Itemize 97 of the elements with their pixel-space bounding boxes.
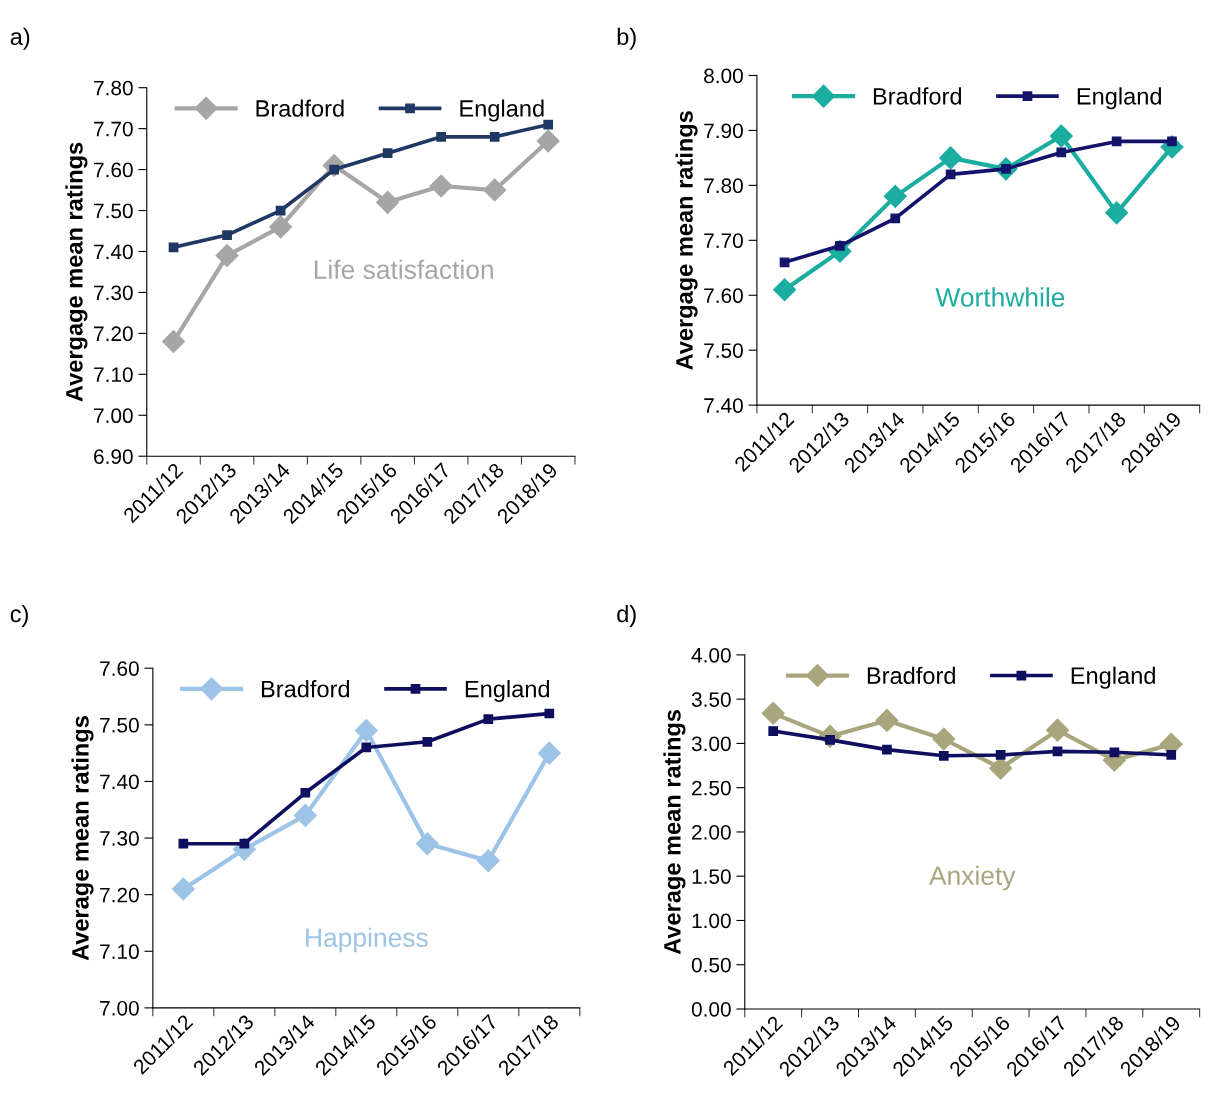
y-tick-label: 7.30 <box>100 831 139 846</box>
point <box>354 718 378 742</box>
point <box>483 714 494 725</box>
annotation: Life satisfaction <box>314 259 493 280</box>
point <box>882 744 892 755</box>
point <box>536 129 560 153</box>
y-tick-label: 6.90 <box>94 449 133 464</box>
point <box>761 701 785 725</box>
point <box>171 877 195 901</box>
point <box>436 131 447 142</box>
legend-label: Bradford <box>867 666 955 685</box>
y-axis-title: Average mean ratings <box>71 716 94 961</box>
point <box>1049 124 1073 148</box>
point <box>939 146 963 170</box>
y-tick-label: 2.00 <box>692 824 731 840</box>
point <box>489 131 500 142</box>
y-tick-label: 7.10 <box>100 944 139 960</box>
chart-title: d) <box>617 604 636 627</box>
point <box>178 838 189 849</box>
point <box>768 726 779 736</box>
y-tick-label: 1.50 <box>692 869 731 884</box>
point <box>773 278 797 302</box>
point <box>269 215 293 239</box>
y-tick-label: 7.40 <box>100 774 139 790</box>
y-tick-label: 3.50 <box>691 692 731 707</box>
point <box>1105 201 1129 225</box>
annotation: Worthwhile <box>935 287 1065 307</box>
legend-label: Bradford <box>261 680 350 698</box>
point <box>875 708 899 732</box>
legend-label: Bradford <box>873 87 962 105</box>
y-tick-label: 7.60 <box>94 162 133 178</box>
point <box>1109 747 1120 758</box>
point <box>429 174 453 198</box>
point <box>932 727 956 751</box>
point <box>215 244 239 268</box>
point <box>995 750 1006 760</box>
y-tick-label: 1.00 <box>692 913 731 929</box>
y-tick-label: 7.90 <box>704 123 743 139</box>
point <box>300 787 311 798</box>
y-tick-label: 7.80 <box>704 178 743 194</box>
y-tick-label: 8.00 <box>704 68 743 84</box>
y-tick-label: 7.50 <box>100 717 139 733</box>
chart-title: c) <box>10 604 28 627</box>
y-tick-label: 7.20 <box>100 887 139 903</box>
point <box>376 190 400 214</box>
point <box>890 213 901 224</box>
y-tick-label: 7.50 <box>94 203 133 219</box>
chart-title: b) <box>617 27 636 50</box>
y-tick-label: 0.00 <box>691 1001 731 1017</box>
point <box>543 119 554 130</box>
point <box>483 178 507 202</box>
legend-label: England <box>460 99 544 122</box>
point <box>1046 718 1070 742</box>
y-tick-label: 7.00 <box>94 408 133 424</box>
y-tick-label: 7.40 <box>94 244 133 260</box>
y-tick-label: 7.80 <box>94 80 133 96</box>
y-tick-label: 3.00 <box>691 736 731 752</box>
y-tick-label: 7.30 <box>94 285 133 301</box>
point <box>422 736 433 747</box>
point <box>293 803 317 827</box>
point <box>537 741 561 765</box>
point <box>239 838 250 849</box>
point <box>415 832 439 856</box>
legend-label: Bradford <box>256 99 344 117</box>
y-tick-label: 2.50 <box>692 780 731 796</box>
point <box>883 184 907 208</box>
y-tick-label: 7.50 <box>704 343 743 358</box>
chart-title: a) <box>10 27 30 50</box>
point <box>1166 750 1177 760</box>
point <box>162 330 186 354</box>
y-tick-label: 7.20 <box>94 326 133 342</box>
annotation: Happiness <box>306 927 428 953</box>
legend-label: England <box>1077 87 1161 110</box>
y-tick-label: 0.50 <box>691 957 731 973</box>
y-tick-label: 7.70 <box>94 121 133 137</box>
legend-label: England <box>1071 666 1155 689</box>
y-tick-label: 7.10 <box>94 367 133 383</box>
annotation: Anxiety <box>929 865 1016 891</box>
point <box>779 257 790 268</box>
y-tick-label: 7.00 <box>100 1000 139 1016</box>
point <box>1056 147 1067 158</box>
legend-label: England <box>465 680 550 703</box>
y-axis-title: Avergage mean ratings <box>675 111 698 370</box>
y-tick-label: 7.40 <box>704 398 743 413</box>
y-tick-label: 4.00 <box>691 647 731 663</box>
point <box>544 708 555 719</box>
y-axis-title: Avergage mean ratings <box>65 142 88 402</box>
point <box>1111 136 1122 147</box>
point <box>938 750 949 761</box>
point <box>222 230 232 240</box>
y-axis-title: Average mean ratings <box>663 710 686 955</box>
point <box>382 148 393 159</box>
y-tick-label: 7.70 <box>704 233 743 249</box>
point <box>361 742 372 753</box>
point <box>476 849 500 873</box>
y-tick-label: 7.60 <box>704 288 743 304</box>
y-tick-label: 7.60 <box>100 661 139 676</box>
